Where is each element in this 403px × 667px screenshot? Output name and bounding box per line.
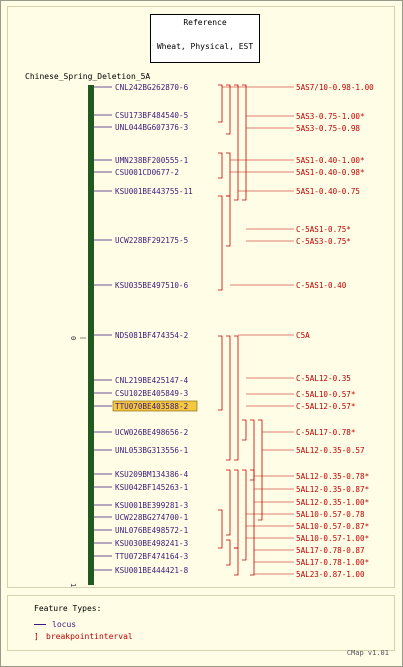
locus-label[interactable]: CSU001CD0677-2 bbox=[115, 168, 179, 177]
locus-label[interactable]: TTU072BF474164-3 bbox=[115, 552, 188, 561]
interval-label[interactable]: 5AL12-0.35-0.87* bbox=[296, 485, 369, 494]
reference-box: Reference Wheat, Physical, EST bbox=[150, 14, 260, 63]
interval-label[interactable]: 5AS7/10-0.98-1.00 bbox=[296, 83, 374, 92]
locus-label[interactable]: CSU173BF484540-5 bbox=[115, 111, 188, 120]
locus-label[interactable]: UNL053BG313556-1 bbox=[115, 446, 189, 455]
axis-tick-label-top: 0 bbox=[69, 336, 77, 340]
locus-swatch-icon bbox=[34, 624, 46, 625]
axis-tick-label-bottom: 1 bbox=[69, 583, 77, 587]
interval-bracket bbox=[226, 195, 231, 247]
interval-bracket bbox=[226, 469, 231, 536]
interval-label[interactable]: C-5AL10-0.57* bbox=[296, 390, 355, 399]
interval-label[interactable]: 5AS1-0.40-0.75 bbox=[296, 187, 360, 196]
reference-title: Reference bbox=[183, 18, 227, 27]
interval-bracket bbox=[242, 469, 247, 561]
locus-label[interactable]: CNL219BE425147-4 bbox=[115, 376, 189, 385]
locus-label[interactable]: NDS081BF474354-2 bbox=[115, 331, 188, 340]
interval-label[interactable]: 5AL17-0.78-1.00* bbox=[296, 558, 369, 567]
interval-label[interactable]: 5AL12-0.35-1.00* bbox=[296, 498, 369, 507]
locus-label[interactable]: KSU042BF145263-1 bbox=[115, 483, 189, 492]
interval-bracket bbox=[226, 539, 231, 566]
interval-bracket bbox=[234, 469, 239, 549]
locus-label[interactable]: CSU102BE405849-3 bbox=[115, 389, 188, 398]
locus-label[interactable]: KSU209BM134386-4 bbox=[115, 470, 189, 479]
interval-label[interactable]: C-5AS1-0.40 bbox=[296, 281, 347, 290]
locus-label[interactable]: UMN238BF200555-1 bbox=[115, 156, 189, 165]
interval-label[interactable]: 5AL10-0.57-0.87* bbox=[296, 522, 369, 531]
bracket-swatch-icon: ] bbox=[34, 632, 39, 641]
map-panel bbox=[7, 6, 395, 588]
cmap-version: CMap v1.01 bbox=[346, 649, 389, 657]
interval-label[interactable]: 5AL10-0.57-0.78 bbox=[296, 510, 365, 519]
interval-label[interactable]: C-5AL17-0.78* bbox=[296, 428, 355, 437]
interval-bracket bbox=[234, 547, 239, 576]
interval-label[interactable]: C-5AS3-0.75* bbox=[296, 237, 351, 246]
chromosome-bar[interactable] bbox=[88, 85, 94, 585]
legend-item-locus: locus bbox=[34, 620, 76, 629]
locus-label[interactable]: KSU001BE399281-3 bbox=[115, 501, 188, 510]
legend-title: Feature Types: bbox=[34, 604, 102, 613]
interval-label[interactable]: C5A bbox=[296, 331, 310, 340]
interval-label[interactable]: 5AS3-0.75-1.00* bbox=[296, 112, 365, 121]
locus-label[interactable]: KSU001BE443755-11 bbox=[115, 187, 193, 196]
interval-bracket bbox=[218, 335, 223, 411]
interval-bracket bbox=[218, 152, 223, 179]
legend-panel: Feature Types: locus ] breakpointinterval bbox=[7, 595, 395, 651]
interval-label[interactable]: 5AL10-0.57-1.00* bbox=[296, 534, 369, 543]
locus-label[interactable]: UCW228BF292175-5 bbox=[115, 236, 188, 245]
legend-item-breakpointinterval: ] breakpointinterval bbox=[34, 632, 133, 641]
locus-label[interactable]: KSU030BE498241-3 bbox=[115, 539, 188, 548]
interval-label[interactable]: 5AL23-0.87-1.00 bbox=[296, 570, 365, 579]
interval-label[interactable]: 5AS1-0.40-1.00* bbox=[296, 156, 365, 165]
locus-label[interactable]: UCW228BG274700-1 bbox=[115, 513, 189, 522]
interval-label[interactable]: C-5AS1-0.75* bbox=[296, 225, 351, 234]
interval-label[interactable]: C-5AL12-0.57* bbox=[296, 402, 355, 411]
locus-label[interactable]: UCW026BE498656-2 bbox=[115, 428, 188, 437]
interval-bracket bbox=[218, 509, 223, 549]
interval-bracket bbox=[226, 152, 231, 197]
reference-map-set: Wheat, Physical, EST bbox=[156, 42, 254, 51]
interval-bracket bbox=[242, 84, 247, 201]
interval-bracket bbox=[226, 335, 231, 461]
interval-label[interactable]: 5AL17-0.78-0.87 bbox=[296, 546, 365, 555]
interval-bracket bbox=[218, 195, 223, 291]
locus-highlight bbox=[112, 400, 198, 412]
interval-label[interactable]: 5AL12-0.35-0.78* bbox=[296, 472, 369, 481]
locus-label[interactable]: UNL044BG607376-3 bbox=[115, 123, 188, 132]
interval-label[interactable]: 5AS1-0.40-0.98* bbox=[296, 168, 365, 177]
locus-label[interactable]: TTU070BE403588-2 bbox=[115, 402, 188, 411]
interval-bracket bbox=[234, 335, 239, 461]
locus-label[interactable]: KSU001BE444421-8 bbox=[115, 566, 189, 575]
interval-label[interactable]: 5AS3-0.75-0.98 bbox=[296, 124, 360, 133]
interval-bracket bbox=[242, 419, 247, 441]
interval-bracket bbox=[250, 469, 255, 576]
interval-bracket bbox=[250, 419, 255, 481]
interval-bracket bbox=[258, 419, 263, 521]
locus-label[interactable]: CNL242BG262870-6 bbox=[115, 83, 189, 92]
interval-bracket bbox=[218, 84, 223, 123]
interval-bracket bbox=[234, 84, 239, 201]
interval-bracket bbox=[226, 84, 231, 135]
map-title[interactable]: Chinese_Spring_Deletion_5A bbox=[25, 72, 151, 81]
interval-label[interactable]: C-5AL12-0.35 bbox=[296, 374, 351, 383]
locus-label[interactable]: UNL076BE498572-1 bbox=[115, 526, 189, 535]
interval-label[interactable]: 5AL12-0.35-0.57 bbox=[296, 446, 365, 455]
locus-label[interactable]: KSU035BE497510-6 bbox=[115, 281, 189, 290]
